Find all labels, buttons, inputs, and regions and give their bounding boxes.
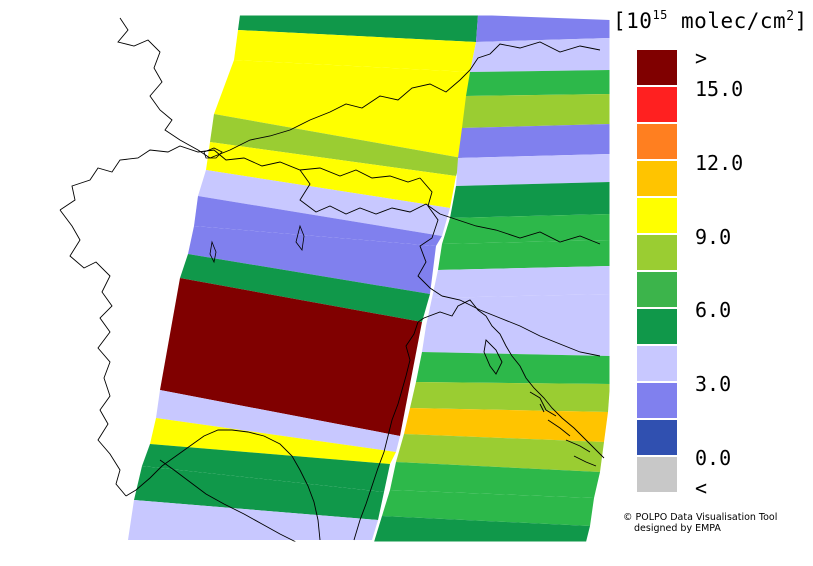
colorbar-bin: [637, 50, 677, 85]
swath-pixel: [410, 382, 610, 412]
swath-pixel: [156, 390, 400, 452]
map-frame: [14, 14, 611, 543]
colorbar-bin: [637, 87, 677, 122]
swath-pixel: [188, 226, 436, 294]
swath-pixel: [432, 266, 610, 298]
country-borders: [59, 17, 605, 543]
swath-pixel: [198, 170, 450, 236]
swath-pixel: [438, 240, 610, 270]
colorbar-bin: [637, 161, 677, 196]
colorbar-tick-label: >: [695, 46, 708, 70]
istria-outline: [483, 339, 503, 375]
swath-pixel: [206, 142, 456, 208]
colorbar-tick-label: 15.0: [695, 77, 744, 101]
swath-pixel: [396, 434, 604, 472]
colorbar-tick-label: 12.0: [695, 151, 744, 175]
colorbar-bin: [637, 235, 677, 270]
lake-outlines: [203, 147, 305, 264]
swath-pixel: [466, 70, 610, 96]
colorbar-bin: [637, 457, 677, 492]
credit-line-1: © POLPO Data Visualisation Tool: [623, 512, 778, 523]
swath-pixel: [160, 278, 422, 436]
austria-north-border: [209, 41, 601, 159]
swath-pixel: [374, 516, 590, 542]
colorbar-unit-title: [1015 molec/cm2]: [613, 8, 808, 33]
swiss-italian-border: [59, 145, 421, 211]
swath-pixel: [382, 490, 594, 526]
swath-pixel: [404, 408, 608, 442]
lake-geneva: [203, 147, 223, 159]
colorbar-bin: [637, 383, 677, 418]
lake-garda: [295, 224, 305, 252]
credit-line-2: designed by EMPA: [634, 523, 721, 534]
swath-pixel: [470, 38, 610, 72]
apennine-border: [159, 459, 297, 543]
dalmatian-islands: [529, 391, 597, 467]
ligurian-coast: [125, 429, 321, 541]
swath-pixel: [456, 154, 610, 186]
colorbar-tick-label: 6.0: [695, 298, 732, 322]
colorbar-tick-label: <: [695, 476, 708, 500]
swath-pixel: [442, 214, 610, 244]
swath-pixel: [210, 114, 462, 176]
swath-pixel: [128, 500, 378, 540]
swath-pixel: [476, 15, 610, 42]
swath-pixel: [390, 462, 600, 498]
swath-pixel: [194, 196, 442, 246]
swath-pixel: [214, 60, 470, 158]
swath-pixel: [416, 352, 610, 384]
swath-pixel: [450, 182, 610, 218]
lake-maggiore: [209, 240, 217, 264]
swath-pixel: [134, 466, 384, 520]
colorbar-tick-label: 0.0: [695, 446, 732, 470]
croatia-border: [441, 295, 601, 357]
swath-pixel: [422, 326, 610, 356]
colorbar-tick-label: 9.0: [695, 225, 732, 249]
adriatic-coast-north: [417, 299, 605, 459]
swath-pixel: [142, 444, 390, 492]
colorbar-bin: [637, 272, 677, 307]
italy-france-west-border: [59, 209, 127, 497]
colorbar-bin: [637, 309, 677, 344]
swath-pixel: [180, 254, 430, 322]
colorbar-tick-label: 3.0: [695, 372, 732, 396]
slovenia-border: [417, 177, 443, 297]
colorbar-bin: [637, 420, 677, 455]
alps-ridge-border: [299, 169, 601, 245]
colorbar-bin: [637, 346, 677, 381]
adriatic-coast-west: [353, 321, 419, 541]
colorbar-bin: [637, 198, 677, 233]
swath-pixel: [238, 15, 478, 42]
swath-pixel: [458, 124, 610, 158]
france-switzerland-border: [117, 17, 211, 159]
swath-pixel: [462, 94, 610, 128]
colorbar-bin: [637, 124, 677, 159]
swath-pixel: [234, 30, 476, 72]
